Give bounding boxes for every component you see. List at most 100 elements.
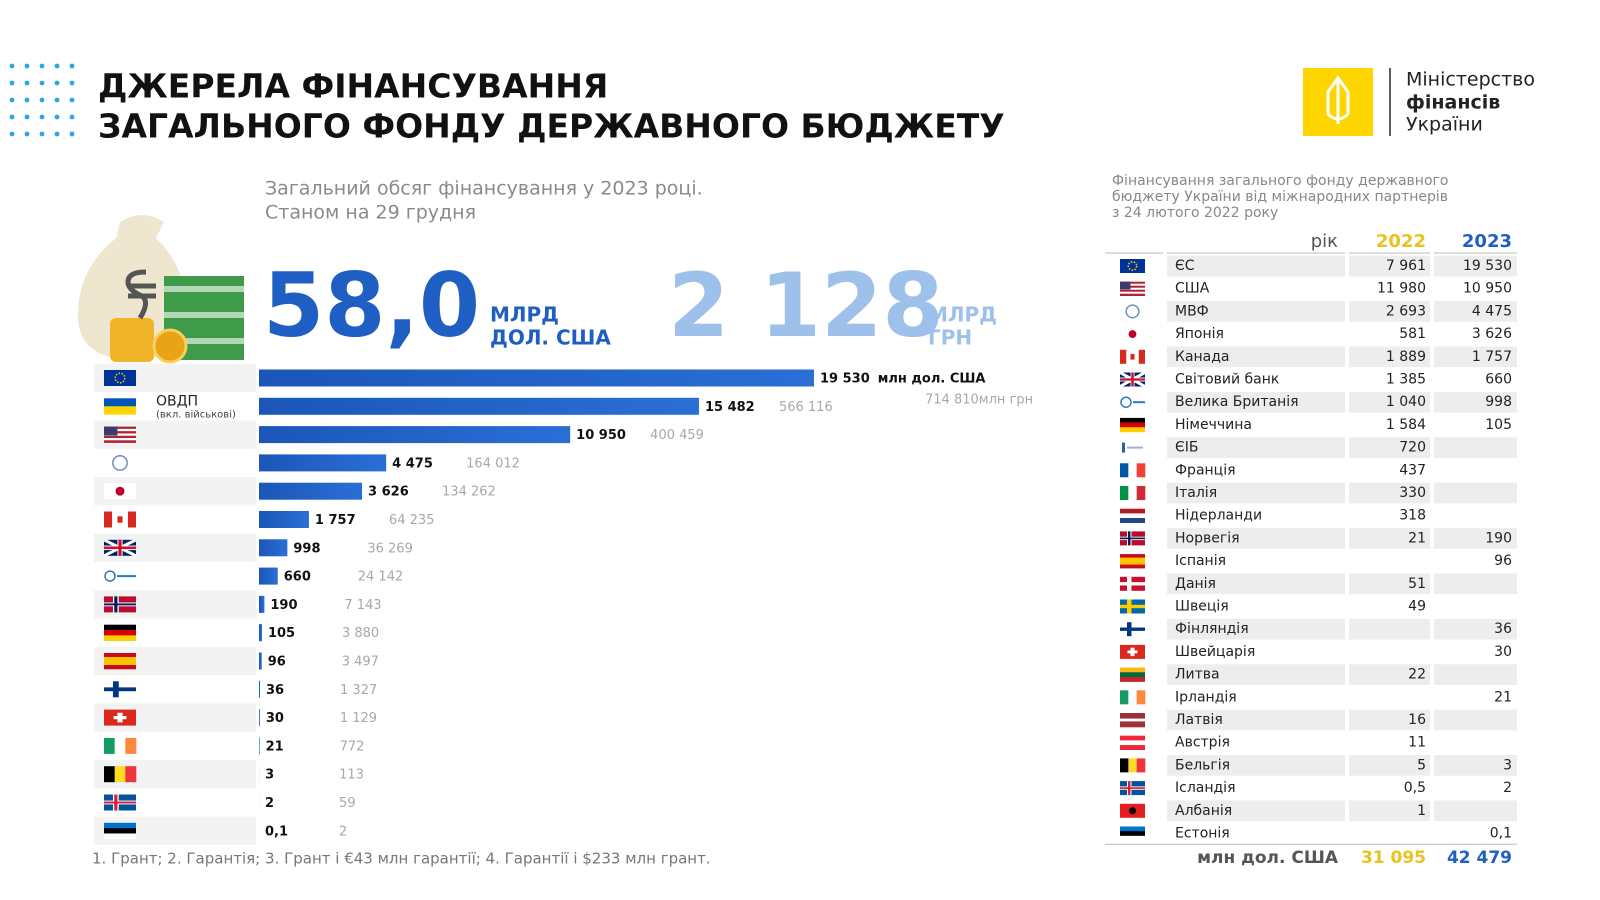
decor-dot (39, 63, 45, 69)
value-label: 134 262 (442, 485, 496, 500)
row-band (1434, 664, 1517, 685)
value-label: 1 129 (340, 711, 377, 726)
flag-part (1120, 826, 1145, 832)
cash-band (164, 312, 244, 318)
row-band (1434, 709, 1517, 731)
flag-part (1133, 401, 1145, 404)
value-label: 10 950 (576, 428, 626, 443)
decor-dot (69, 114, 75, 120)
row-name: Італія (1175, 485, 1217, 501)
flag-part (125, 766, 137, 783)
logo-text: фінансів (1406, 92, 1500, 114)
cell-2023: 96 (1494, 553, 1512, 569)
cell-2022: 1 040 (1386, 394, 1426, 410)
column-header: рік (1311, 231, 1338, 252)
bar (259, 426, 571, 444)
flag-part (1122, 442, 1125, 453)
decor-dot (39, 80, 45, 86)
row-band (1434, 255, 1517, 277)
row-band (1167, 437, 1345, 458)
bar (259, 652, 262, 670)
row-band (1434, 573, 1517, 595)
flag-part (1120, 417, 1145, 423)
row-name: Норвегія (1175, 530, 1240, 546)
table-caption: Фінансування загального фонду державного (1112, 173, 1448, 189)
flag-part (104, 801, 136, 804)
flag-part (104, 737, 115, 754)
flag-part (112, 454, 128, 471)
flag-part (115, 486, 125, 496)
flag-part (114, 766, 126, 783)
value-label: 4 475 (392, 456, 433, 471)
row-name: ЄС (1175, 258, 1195, 274)
decor-dot (39, 97, 45, 103)
flag-part (104, 398, 136, 407)
row-band (1167, 391, 1345, 413)
row-band (1349, 255, 1430, 277)
decor-dot (24, 97, 30, 103)
cell-2022: 581 (1399, 326, 1426, 342)
uah-total: 2 128 (668, 254, 944, 357)
flag-part (1130, 354, 1135, 360)
flag-part (1120, 787, 1145, 789)
row-band (1434, 618, 1517, 640)
unit-label: млн дол. США (878, 372, 986, 387)
flag-part (1120, 718, 1145, 722)
decor-dot (9, 114, 15, 120)
cell-2022: 720 (1399, 440, 1426, 456)
flag-part (1120, 672, 1145, 678)
row-name: Велика Британія (1175, 394, 1299, 410)
flag-part (1120, 427, 1145, 433)
flag-part (114, 737, 126, 754)
bar (259, 454, 387, 472)
row-band (1349, 437, 1430, 458)
value-label: 36 269 (367, 541, 413, 556)
cell-2022: 49 (1408, 599, 1426, 615)
row-band (1167, 618, 1345, 640)
flag-part (1120, 667, 1145, 673)
row-name: Австрія (1175, 735, 1230, 751)
row-band (1349, 664, 1430, 685)
flag-part (1120, 293, 1145, 296)
value-label: 566 116 (779, 400, 833, 415)
column-header: 2023 (1462, 231, 1512, 252)
cash-band (164, 338, 244, 344)
value-label: 400 459 (650, 428, 704, 443)
row-name: Фінляндія (1175, 621, 1249, 637)
cell-2023: 3 (1503, 757, 1512, 773)
row-name: ЄІБ (1175, 440, 1199, 456)
coin (152, 328, 188, 364)
cell-2022: 22 (1408, 667, 1426, 683)
usd-total: 58,0 (263, 254, 480, 357)
flag-part (117, 516, 123, 523)
row-band (1434, 755, 1517, 776)
value-label: 15 482 (705, 400, 755, 415)
flag-part (104, 665, 136, 670)
cell-2022: 318 (1399, 508, 1426, 524)
flag-part (104, 440, 136, 443)
value-label: 113 (339, 768, 364, 783)
row-name: Німеччина (1175, 417, 1252, 433)
bar (259, 482, 363, 500)
title: ЗАГАЛЬНОГО ФОНДУ ДЕРЖАВНОГО БЮДЖЕТУ (98, 107, 1005, 146)
table-caption: з 24 лютого 2022 року (1112, 205, 1278, 221)
value-label: 30 (266, 711, 284, 726)
bar (259, 595, 265, 613)
flag-part (104, 657, 136, 662)
footnote: 1. Грант; 2. Гарантія; 3. Грант і €43 мл… (92, 850, 711, 868)
value-label: 24 142 (358, 570, 404, 585)
category-sublabel: (вкл. військові) (156, 408, 236, 420)
flag-part (104, 435, 136, 439)
row-band (1349, 528, 1430, 549)
row-band (1349, 800, 1430, 822)
row-name: Ірландія (1175, 689, 1237, 705)
cell-2022: 51 (1408, 576, 1426, 592)
category-label: ОВДП (156, 393, 198, 409)
flag-part (104, 833, 136, 840)
decor-dot (69, 97, 75, 103)
decor-dots (9, 63, 75, 137)
flag-part (1120, 745, 1145, 750)
unit-label: млн грн (979, 393, 1033, 408)
flag-part (1120, 486, 1129, 500)
cell-2023: 3 626 (1472, 326, 1512, 342)
